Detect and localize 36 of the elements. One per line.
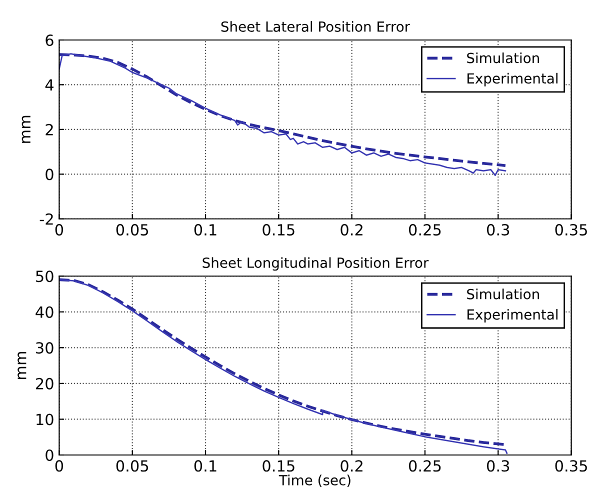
x-tick-label: 0.25	[408, 460, 441, 472]
x-axis-title: Time (sec)	[278, 474, 350, 488]
y-tick-label: 0	[46, 449, 54, 462]
x-tick-label: 0.35	[555, 460, 587, 472]
x-tick-label: 0.05	[116, 460, 148, 472]
y-tick-label: 50	[36, 270, 54, 282]
x-tick-label: 0.35	[555, 224, 587, 236]
y-tick-label: 10	[36, 414, 54, 426]
x-tick-label: 0.15	[262, 224, 294, 236]
legend-label: Simulation	[467, 52, 539, 64]
y-tick-label: 0	[46, 168, 54, 180]
y-tick-label: 20	[36, 378, 54, 390]
x-tick-label: 0.1	[194, 460, 216, 472]
x-tick-label: 0.05	[116, 224, 148, 236]
legend-label: Simulation	[467, 288, 539, 300]
x-tick-label: 0.1	[194, 224, 216, 236]
x-tick-label: 0.25	[408, 224, 441, 236]
y-tick-label: 2	[46, 124, 53, 136]
legend-label: Experimental	[468, 72, 558, 86]
legend-label: Experimental	[468, 309, 558, 322]
x-tick-label: 0	[55, 460, 64, 472]
x-tick-label: 0.2	[340, 224, 362, 236]
y-tick-label: 6	[46, 34, 54, 46]
x-tick-label: 0.2	[340, 460, 362, 472]
y-axis-title: mm	[22, 116, 30, 143]
y-axis-title: mm	[18, 352, 26, 380]
x-tick-label: 0.3	[486, 460, 510, 472]
y-tick-label: 4	[45, 79, 54, 91]
y-tick-label: 40	[36, 306, 54, 318]
x-tick-label: 0.3	[486, 224, 510, 236]
y-tick-label: -2	[40, 213, 53, 225]
chart-title: Sheet Longitudinal Position Error	[202, 257, 429, 271]
chart-title: Sheet Lateral Position Error	[221, 21, 410, 32]
x-tick-label: 0.15	[262, 460, 294, 472]
y-tick-label: 30	[36, 342, 54, 354]
x-tick-label: 0	[55, 224, 64, 236]
